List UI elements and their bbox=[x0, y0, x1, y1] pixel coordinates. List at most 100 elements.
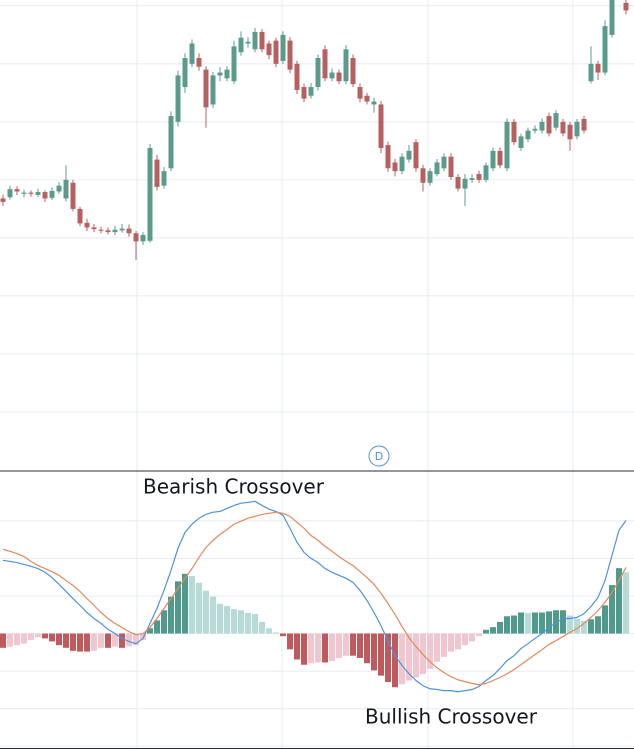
histogram-bar bbox=[581, 620, 587, 634]
candle-body bbox=[35, 192, 41, 195]
histogram-bar bbox=[609, 585, 615, 634]
candle-body bbox=[140, 235, 146, 242]
candle-body bbox=[441, 156, 447, 169]
candle-body bbox=[595, 63, 601, 73]
candle-body bbox=[133, 233, 139, 242]
histogram-bar bbox=[595, 616, 601, 634]
histogram-bar bbox=[14, 633, 20, 646]
histogram-bar bbox=[469, 633, 475, 642]
candle-body bbox=[0, 198, 6, 202]
candle-body bbox=[84, 222, 90, 228]
histogram-bar bbox=[245, 612, 251, 634]
histogram-bar bbox=[49, 633, 55, 642]
candle-body bbox=[112, 229, 118, 233]
histogram-bar bbox=[42, 633, 48, 639]
histogram-bar bbox=[532, 612, 538, 634]
histogram-bar bbox=[504, 616, 510, 634]
candle-body bbox=[161, 171, 167, 186]
candle-body bbox=[231, 46, 237, 82]
candle-body bbox=[287, 40, 293, 70]
candle-body bbox=[77, 208, 83, 224]
candle-body bbox=[217, 72, 223, 76]
candle-body bbox=[245, 41, 251, 44]
candle-body bbox=[343, 49, 349, 82]
histogram-bar bbox=[567, 615, 573, 634]
histogram-bar bbox=[140, 633, 146, 640]
histogram-bar bbox=[490, 627, 496, 634]
histogram-bar bbox=[217, 603, 223, 634]
histogram-bar bbox=[112, 633, 118, 647]
candle-body bbox=[588, 63, 594, 82]
candle-body bbox=[553, 113, 559, 128]
histogram-bar bbox=[280, 633, 286, 637]
histogram-bar bbox=[231, 609, 237, 634]
macd-panel bbox=[0, 500, 634, 747]
candle-body bbox=[238, 37, 244, 53]
candle-body bbox=[210, 75, 216, 105]
histogram-bar bbox=[63, 633, 69, 648]
candle-body bbox=[483, 165, 489, 180]
histogram-bar bbox=[224, 606, 230, 634]
histogram-bar bbox=[343, 633, 349, 656]
candle-body bbox=[14, 189, 20, 192]
candle-body bbox=[119, 228, 125, 231]
histogram-bar bbox=[70, 633, 76, 651]
histogram-bar bbox=[238, 610, 244, 634]
price-panel bbox=[0, 0, 634, 413]
candle-body bbox=[448, 156, 454, 177]
candle-body bbox=[28, 192, 34, 194]
histogram-bar bbox=[126, 633, 132, 647]
histogram-bar bbox=[294, 633, 300, 660]
histogram-bar bbox=[21, 633, 27, 644]
candle-body bbox=[175, 75, 181, 122]
candle-body bbox=[280, 34, 286, 61]
histogram-bar bbox=[602, 605, 608, 634]
histogram-bar bbox=[623, 572, 629, 634]
candle-body bbox=[147, 147, 153, 241]
candle-body bbox=[609, 0, 615, 35]
histogram-bar bbox=[35, 633, 41, 638]
candle-body bbox=[469, 178, 475, 180]
signal-line bbox=[2, 511, 627, 686]
candle-body bbox=[532, 128, 538, 131]
histogram-bar bbox=[91, 633, 97, 651]
candle-body bbox=[490, 150, 496, 169]
histogram-bar bbox=[322, 633, 328, 663]
candle-body bbox=[539, 121, 545, 131]
candle-body bbox=[413, 142, 419, 169]
histogram-bar bbox=[168, 596, 174, 634]
histogram-bar bbox=[133, 633, 139, 646]
histogram-bar bbox=[154, 620, 160, 634]
candle-body bbox=[399, 156, 405, 172]
candle-body bbox=[560, 121, 566, 134]
candle-body bbox=[224, 69, 230, 79]
candle-body bbox=[406, 150, 412, 160]
candle-body bbox=[70, 182, 76, 209]
histogram-bar bbox=[329, 633, 335, 661]
histogram-bar bbox=[105, 633, 111, 648]
candle-body bbox=[623, 2, 629, 11]
annotation: Bullish Crossover bbox=[365, 705, 538, 729]
histogram-bar bbox=[518, 612, 524, 634]
marker-label[interactable]: D bbox=[375, 450, 383, 463]
candle-body bbox=[154, 159, 160, 187]
histogram-bar bbox=[392, 633, 398, 688]
histogram-bar bbox=[616, 568, 622, 634]
histogram-bar bbox=[119, 633, 125, 648]
candle-body bbox=[378, 104, 384, 148]
histogram-bar bbox=[448, 633, 454, 652]
marker-circle[interactable] bbox=[368, 445, 390, 467]
candle-body bbox=[525, 130, 531, 140]
histogram-bar bbox=[364, 633, 370, 664]
candle-body bbox=[105, 230, 111, 233]
candle-body bbox=[476, 174, 482, 180]
histogram-bar bbox=[0, 633, 6, 648]
histogram-bar bbox=[385, 633, 391, 683]
candle-body bbox=[49, 190, 55, 198]
candle-body bbox=[427, 171, 433, 183]
candle-body bbox=[546, 116, 552, 134]
histogram-bar bbox=[175, 581, 181, 634]
candle-body bbox=[273, 40, 279, 64]
candle-body bbox=[294, 63, 300, 90]
candle-body bbox=[126, 228, 132, 234]
